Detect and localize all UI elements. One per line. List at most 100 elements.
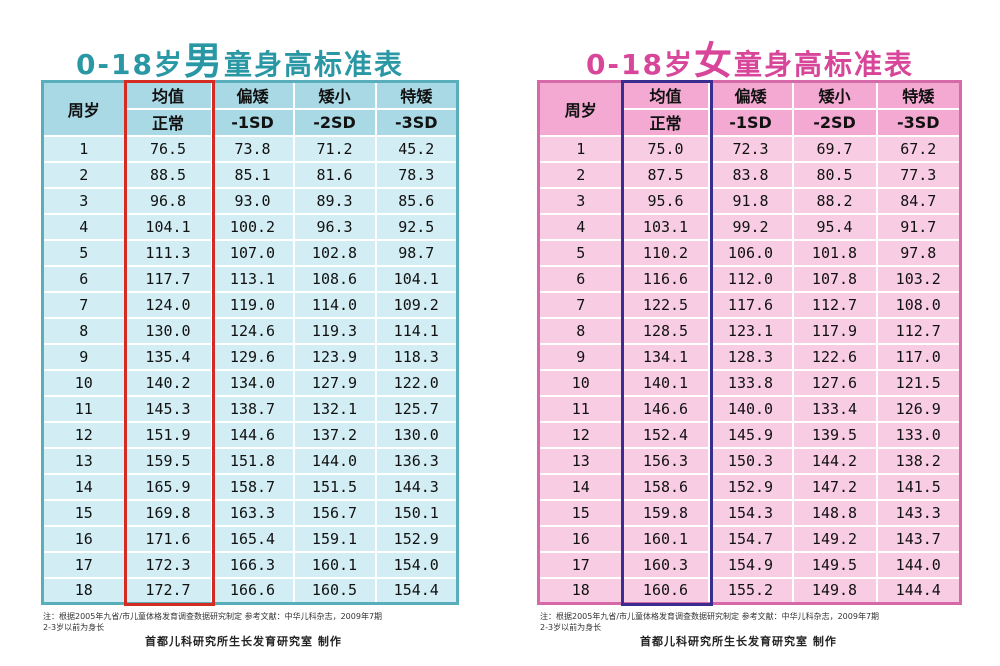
minus-2sd-cell: 127.9 [292, 368, 377, 397]
header-very-short: 矮小 [791, 80, 878, 110]
mean-cell: 172.3 [123, 550, 213, 579]
header-minus-2sd: -2SD [292, 107, 377, 137]
table-row: 9 135.4 129.6 123.9 118.3 [41, 342, 459, 371]
age-cell: 7 [41, 290, 126, 319]
age-cell: 17 [41, 550, 126, 579]
table-row: 3 95.6 91.8 88.2 84.7 [537, 186, 962, 215]
minus-3sd-cell: 114.1 [374, 316, 459, 345]
minus-3sd-cell: 104.1 [374, 264, 459, 293]
table-row: 16 160.1 154.7 149.2 143.7 [537, 524, 962, 553]
minus-2sd-cell: 69.7 [791, 134, 878, 163]
minus-3sd-cell: 136.3 [374, 446, 459, 475]
minus-1sd-cell: 166.6 [210, 576, 295, 605]
minus-2sd-cell: 80.5 [791, 160, 878, 189]
minus-2sd-cell: 101.8 [791, 238, 878, 267]
mean-cell: 146.6 [621, 394, 710, 423]
mean-cell: 95.6 [621, 186, 710, 215]
table-row: 1 76.5 73.8 71.2 45.2 [41, 134, 459, 163]
table-row: 16 171.6 165.4 159.1 152.9 [41, 524, 459, 553]
girls-title-age-range: 0-18岁 [585, 48, 695, 81]
minus-2sd-cell: 81.6 [292, 160, 377, 189]
minus-1sd-cell: 154.7 [707, 524, 794, 553]
minus-3sd-cell: 84.7 [875, 186, 962, 215]
age-cell: 8 [537, 316, 624, 345]
age-cell: 8 [41, 316, 126, 345]
table-row: 17 172.3 166.3 160.1 154.0 [41, 550, 459, 579]
minus-1sd-cell: 144.6 [210, 420, 295, 449]
girls-title-rest: 童身高标准表 [734, 48, 915, 81]
table-row: 4 104.1 100.2 96.3 92.5 [41, 212, 459, 241]
minus-1sd-cell: 117.6 [707, 290, 794, 319]
boys-title-rest: 童身高标准表 [224, 48, 405, 81]
minus-2sd-cell: 139.5 [791, 420, 878, 449]
minus-1sd-cell: 166.3 [210, 550, 295, 579]
mean-cell: 159.5 [123, 446, 213, 475]
header-normal: 正常 [621, 107, 710, 137]
header-minus-1sd: -1SD [707, 107, 794, 137]
mean-cell: 169.8 [123, 498, 213, 527]
age-cell: 1 [41, 134, 126, 163]
minus-3sd-cell: 154.0 [374, 550, 459, 579]
age-cell: 12 [41, 420, 126, 449]
age-cell: 9 [41, 342, 126, 371]
age-cell: 5 [537, 238, 624, 267]
minus-2sd-cell: 89.3 [292, 186, 377, 215]
age-cell: 13 [41, 446, 126, 475]
mean-cell: 140.2 [123, 368, 213, 397]
age-cell: 15 [537, 498, 624, 527]
minus-1sd-cell: 100.2 [210, 212, 295, 241]
boys-table-wrapper: 周岁 均值 偏矮 矮小 特矮 正常 -1SD -2SD -3SD 1 76.5 73… [41, 80, 459, 606]
header-age: 周岁 [537, 80, 624, 137]
minus-3sd-cell: 118.3 [374, 342, 459, 371]
girls-title-sex: 女 [694, 39, 735, 83]
table-row: 6 116.6 112.0 107.8 103.2 [537, 264, 962, 293]
minus-1sd-cell: 152.9 [707, 472, 794, 501]
age-cell: 6 [537, 264, 624, 293]
age-cell: 18 [537, 576, 624, 605]
minus-2sd-cell: 117.9 [791, 316, 878, 345]
minus-2sd-cell: 160.1 [292, 550, 377, 579]
table-row: 8 128.5 123.1 117.9 112.7 [537, 316, 962, 345]
age-cell: 3 [41, 186, 126, 215]
mean-cell: 117.7 [123, 264, 213, 293]
table-row: 18 172.7 166.6 160.5 154.4 [41, 576, 459, 605]
table-row: 13 156.3 150.3 144.2 138.2 [537, 446, 962, 475]
table-row: 2 88.5 85.1 81.6 78.3 [41, 160, 459, 189]
minus-3sd-cell: 144.3 [374, 472, 459, 501]
girls-table-wrapper: 周岁 均值 偏矮 矮小 特矮 正常 -1SD -2SD -3SD 1 75.0 72… [537, 80, 962, 606]
minus-3sd-cell: 78.3 [374, 160, 459, 189]
age-cell: 4 [537, 212, 624, 241]
table-row: 12 152.4 145.9 139.5 133.0 [537, 420, 962, 449]
boys-footnote-line-2: 2-3岁以前为身长 [43, 623, 105, 632]
minus-3sd-cell: 108.0 [875, 290, 962, 319]
table-row: 9 134.1 128.3 122.6 117.0 [537, 342, 962, 371]
minus-1sd-cell: 83.8 [707, 160, 794, 189]
mean-cell: 87.5 [621, 160, 710, 189]
girls-footnote-line-2: 2-3岁以前为身长 [540, 623, 602, 632]
minus-1sd-cell: 129.6 [210, 342, 295, 371]
minus-3sd-cell: 133.0 [875, 420, 962, 449]
mean-cell: 140.1 [621, 368, 710, 397]
minus-2sd-cell: 96.3 [292, 212, 377, 241]
minus-2sd-cell: 114.0 [292, 290, 377, 319]
minus-3sd-cell: 67.2 [875, 134, 962, 163]
minus-1sd-cell: 154.3 [707, 498, 794, 527]
minus-3sd-cell: 121.5 [875, 368, 962, 397]
table-row: 15 169.8 163.3 156.7 150.1 [41, 498, 459, 527]
minus-3sd-cell: 154.4 [374, 576, 459, 605]
table-row: 8 130.0 124.6 119.3 114.1 [41, 316, 459, 345]
table-row: 12 151.9 144.6 137.2 130.0 [41, 420, 459, 449]
boys-title-sex: 男 [184, 39, 225, 83]
minus-1sd-cell: 124.6 [210, 316, 295, 345]
girls-chart-title: 0-18岁女童身高标准表 [500, 30, 1000, 83]
header-minus-1sd: -1SD [210, 107, 295, 137]
minus-2sd-cell: 156.7 [292, 498, 377, 527]
minus-3sd-cell: 144.0 [875, 550, 962, 579]
minus-2sd-cell: 127.6 [791, 368, 878, 397]
minus-3sd-cell: 152.9 [374, 524, 459, 553]
girls-credit: 首都儿科研究所生长发育研究室 制作 [640, 635, 837, 648]
header-short: 偏矮 [707, 80, 794, 110]
table-row: 5 110.2 106.0 101.8 97.8 [537, 238, 962, 267]
table-row: 7 124.0 119.0 114.0 109.2 [41, 290, 459, 319]
mean-cell: 135.4 [123, 342, 213, 371]
